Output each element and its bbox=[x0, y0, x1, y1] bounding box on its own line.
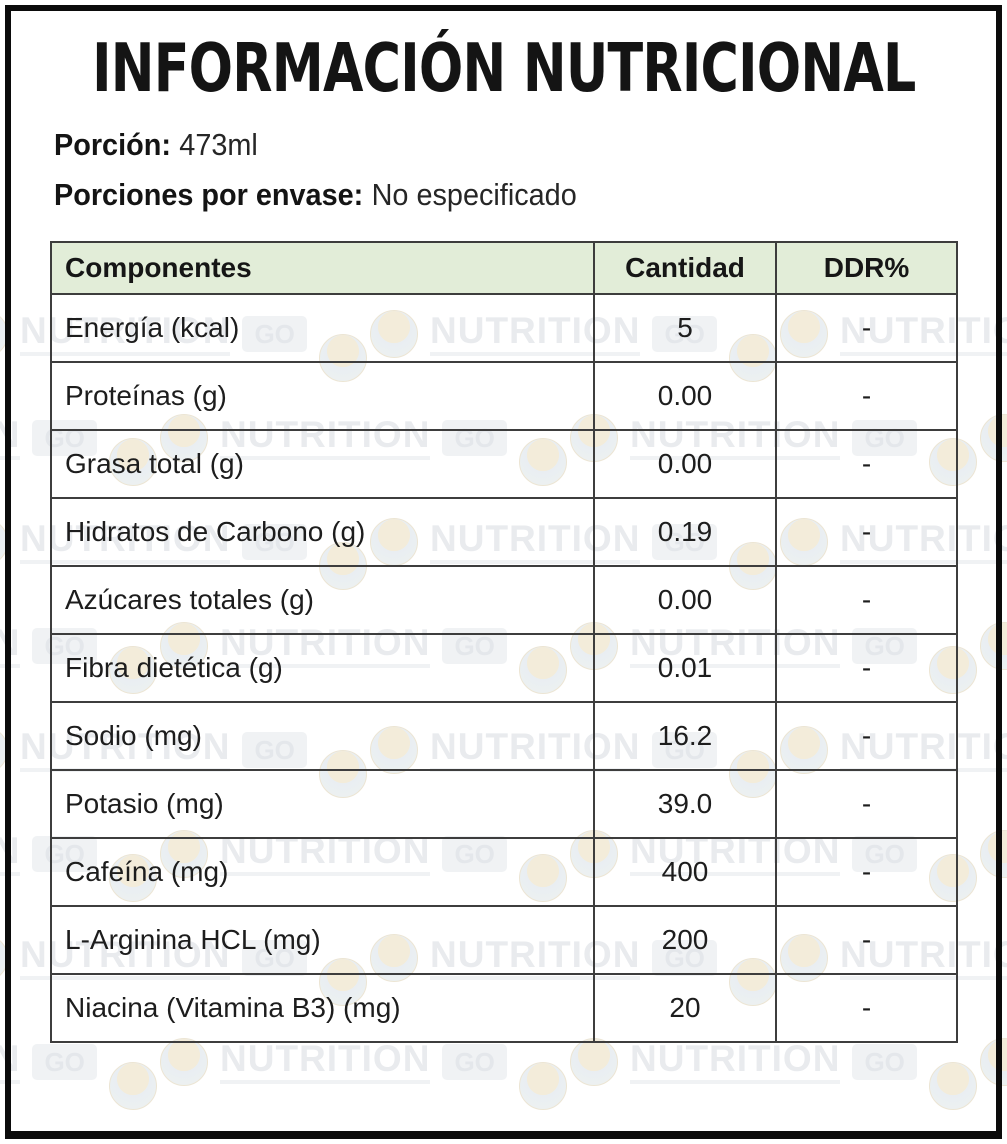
cell-ddr: - bbox=[775, 293, 958, 363]
table-row: Niacina (Vitamina B3) (mg) 20- bbox=[50, 973, 958, 1043]
cell-amount: 0.19 bbox=[593, 497, 777, 567]
cell-ddr: - bbox=[775, 837, 958, 907]
header-ddr: DDR% bbox=[775, 241, 958, 295]
watermark-badge: GO bbox=[32, 1044, 97, 1080]
watermark-tile: NUTRITION GO bbox=[160, 1038, 567, 1110]
nutrition-logo-icon bbox=[518, 1062, 567, 1110]
table-row: Proteínas (g) 0.00- bbox=[50, 361, 958, 431]
servings-per-container: Porciones por envase: No especificado bbox=[54, 177, 616, 213]
cell-component: Fibra dietética (g) bbox=[50, 633, 595, 703]
watermark-badge: GO bbox=[442, 1044, 507, 1080]
nutrition-logo-icon bbox=[928, 1062, 977, 1110]
watermark-badge: GO bbox=[852, 1044, 917, 1080]
nutrition-logo-icon bbox=[108, 1062, 157, 1110]
cell-amount: 0.01 bbox=[593, 633, 777, 703]
cell-ddr: - bbox=[775, 497, 958, 567]
table-header-row: Componentes Cantidad DDR% bbox=[50, 241, 958, 295]
cell-component: Hidratos de Carbono (g) bbox=[50, 497, 595, 567]
cell-amount: 20 bbox=[593, 973, 777, 1043]
cell-ddr: - bbox=[775, 361, 958, 431]
cell-component: Potasio (mg) bbox=[50, 769, 595, 839]
table-row: Sodio (mg) 16.2- bbox=[50, 701, 958, 771]
table-row: Hidratos de Carbono (g) 0.19- bbox=[50, 497, 958, 567]
cell-amount: 5 bbox=[593, 293, 777, 363]
table-row: Potasio (mg) 39.0- bbox=[50, 769, 958, 839]
cell-component: L-Arginina HCL (mg) bbox=[50, 905, 595, 975]
cell-ddr: - bbox=[775, 701, 958, 771]
cell-component: Cafeína (mg) bbox=[50, 837, 595, 907]
cell-ddr: - bbox=[775, 905, 958, 975]
cell-component: Energía (kcal) bbox=[50, 293, 595, 363]
watermark-text: NUTRITION bbox=[220, 1040, 431, 1084]
cell-component: Grasa total (g) bbox=[50, 429, 595, 499]
servings-per-container-value: No especificado bbox=[371, 177, 577, 212]
page-title: INFORMACIÓN NUTRICIONAL bbox=[0, 29, 1007, 107]
header-cantidad: Cantidad bbox=[593, 241, 777, 295]
cell-ddr: - bbox=[775, 565, 958, 635]
cell-ddr: - bbox=[775, 633, 958, 703]
cell-amount: 200 bbox=[593, 905, 777, 975]
table-row: L-Arginina HCL (mg) 200- bbox=[50, 905, 958, 975]
nutrition-table-body: Energía (kcal) 5- Proteínas (g) 0.00- Grasa … bbox=[50, 293, 958, 1043]
cell-component: Azúcares totales (g) bbox=[50, 565, 595, 635]
cell-amount: 0.00 bbox=[593, 429, 777, 499]
cell-amount: 39.0 bbox=[593, 769, 777, 839]
cell-component: Sodio (mg) bbox=[50, 701, 595, 771]
cell-ddr: - bbox=[775, 973, 958, 1043]
table-row: Azúcares totales (g) 0.00- bbox=[50, 565, 958, 635]
table-row: Grasa total (g) 0.00- bbox=[50, 429, 958, 499]
cell-amount: 0.00 bbox=[593, 565, 777, 635]
table-row: Energía (kcal) 5- bbox=[50, 293, 958, 363]
serving-size-value: 473ml bbox=[179, 127, 258, 162]
cell-amount: 400 bbox=[593, 837, 777, 907]
cell-ddr: - bbox=[775, 769, 958, 839]
page-title-text: INFORMACIÓN NUTRICIONAL bbox=[91, 29, 916, 107]
header-componentes: Componentes bbox=[50, 241, 595, 295]
cell-component: Proteínas (g) bbox=[50, 361, 595, 431]
watermark-text: NUTRITION bbox=[630, 1040, 841, 1084]
serving-size: Porción: 473ml bbox=[54, 127, 273, 163]
nutrition-table: Componentes Cantidad DDR% Energía (kcal)… bbox=[50, 241, 958, 1043]
servings-per-container-label: Porciones por envase: bbox=[54, 177, 364, 212]
table-row: Cafeína (mg) 400- bbox=[50, 837, 958, 907]
nutrition-logo-icon bbox=[160, 1038, 208, 1086]
table-row: Fibra dietética (g) 0.01- bbox=[50, 633, 958, 703]
cell-component: Niacina (Vitamina B3) (mg) bbox=[50, 973, 595, 1043]
watermark-tile: NUTRITION GO bbox=[570, 1038, 977, 1110]
serving-size-label: Porción: bbox=[54, 127, 171, 162]
cell-amount: 0.00 bbox=[593, 361, 777, 431]
cell-ddr: - bbox=[775, 429, 958, 499]
cell-amount: 16.2 bbox=[593, 701, 777, 771]
